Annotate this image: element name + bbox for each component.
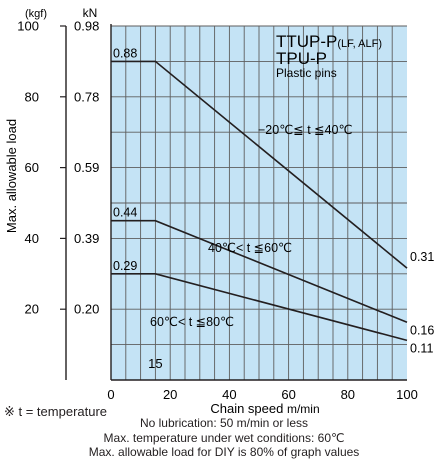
y-tick-label-kgf: 80 bbox=[25, 89, 39, 104]
series-start-label: 0.88 bbox=[113, 46, 137, 60]
x-tick-label: 60 bbox=[281, 387, 295, 402]
chart-title-suffix: (LF, ALF) bbox=[337, 38, 382, 50]
temperature-note: ※ t = temperature bbox=[4, 404, 108, 419]
y-tick-label-kn: 0.98 bbox=[74, 19, 99, 34]
tick-labels: 0 20 40 60 80 100 20 40 60 80 100 0.20 0.39 0.59 0.78 0… bbox=[17, 19, 418, 403]
unit-kn: kN bbox=[83, 6, 98, 20]
y-tick-label-kgf: 60 bbox=[25, 160, 39, 175]
x-axis-unit: m/min bbox=[287, 402, 320, 416]
series-name-label: 40℃< t ≦60℃ bbox=[208, 241, 292, 255]
x-axis-label-text: Chain speed bbox=[210, 401, 283, 416]
series-line bbox=[111, 60, 408, 269]
chart-subtitle: Plastic pins bbox=[276, 66, 337, 80]
y-tick-label-kn: 0.20 bbox=[74, 302, 99, 317]
conditions-notes: No lubrication: 50 m/min or less Max. te… bbox=[0, 416, 448, 460]
x-tick-label: 40 bbox=[222, 387, 236, 402]
y-tick-label-kn: 0.39 bbox=[74, 231, 99, 246]
x-axis-label: Chain speed m/min bbox=[210, 401, 319, 416]
y-tick-label-kgf: 20 bbox=[25, 302, 39, 317]
y-axis-label: Max. allowable load bbox=[4, 119, 19, 233]
axes bbox=[60, 24, 407, 381]
series-start-label: 0.44 bbox=[113, 206, 137, 220]
x-tick-label: 80 bbox=[341, 387, 355, 402]
knee-x-label: 15 bbox=[148, 356, 162, 371]
series-lines: 0.88 0.31 −20℃≦ t ≦40℃ 0.44 0.16 40℃< t ≦60℃ 0… bbox=[111, 46, 434, 355]
unit-kgf: (kgf) bbox=[25, 8, 47, 20]
series-start-label: 0.29 bbox=[113, 259, 137, 273]
x-tick-label: 0 bbox=[107, 387, 114, 402]
chart-title-main: TTUP-P bbox=[276, 32, 337, 51]
note-diy-load: Max. allowable load for DIY is 80% of gr… bbox=[88, 445, 360, 459]
y-tick-label-kn: 0.59 bbox=[74, 160, 99, 175]
series-end-label: 0.31 bbox=[410, 250, 434, 264]
grid-lines bbox=[111, 25, 407, 380]
series-name-label: 60℃< t ≦80℃ bbox=[150, 315, 234, 329]
chart-title: TTUP-P(LF, ALF) bbox=[276, 32, 382, 51]
y-tick-label-kn: 0.78 bbox=[74, 89, 99, 104]
x-tick-label: 100 bbox=[396, 387, 418, 402]
series-end-label: 0.16 bbox=[410, 323, 434, 337]
y-tick-label-kgf: 40 bbox=[25, 231, 39, 246]
series-line bbox=[111, 219, 408, 324]
note-lubrication: No lubrication: 50 m/min or less bbox=[139, 416, 309, 430]
chart-title-line2: TPU-P bbox=[276, 49, 327, 68]
note-wet-temperature: Max. temperature under wet conditions: 6… bbox=[103, 430, 345, 445]
series-name-label: −20℃≦ t ≦40℃ bbox=[258, 123, 353, 137]
x-tick-label: 20 bbox=[163, 387, 177, 402]
y-tick-label-kgf: 100 bbox=[17, 19, 39, 34]
series-end-label: 0.11 bbox=[410, 341, 433, 355]
series-line bbox=[111, 272, 408, 342]
